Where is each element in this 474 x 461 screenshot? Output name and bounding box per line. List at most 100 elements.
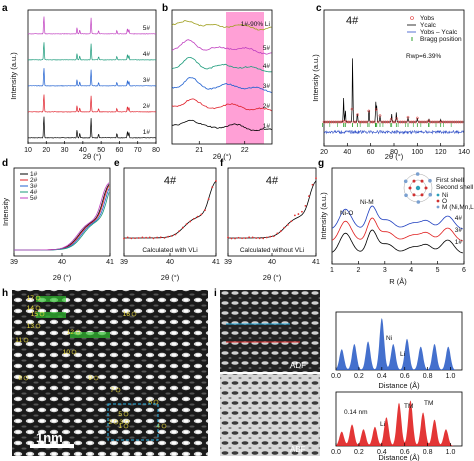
observed-point-e — [137, 237, 140, 239]
yobs-point — [417, 120, 421, 124]
xrd-line-1# — [28, 116, 157, 139]
y-axis-label-c: Intensity (a.u.) — [311, 54, 320, 102]
plot-frame-b — [171, 9, 273, 145]
o-atom — [420, 179, 424, 183]
tick-i-top-label: 0.8 — [423, 373, 433, 380]
xrd-line-2# — [27, 94, 157, 113]
yobs-point — [453, 120, 457, 124]
yobs-point — [438, 120, 442, 124]
site-label: 13 — [27, 323, 35, 330]
x-ticks-i-top: 0.0 0.2 0.4 0.6 0.8 1.0 — [331, 367, 456, 380]
tick-i-top-label: 0.2 — [354, 373, 364, 380]
legend-label-c: Yobs – Ycalc — [420, 29, 458, 36]
yobs-point — [352, 120, 356, 124]
yobs-point — [389, 117, 393, 121]
observed-point-f — [308, 195, 310, 198]
tick-a-label: 60 — [116, 147, 124, 154]
yobs-point — [408, 120, 412, 124]
observed-point-f — [255, 237, 258, 240]
tick-a-label: 20 — [42, 147, 50, 154]
x-ticks-f: 39 40 41 — [224, 253, 320, 266]
title-e: 4# — [164, 175, 177, 187]
superlattice-line-2# — [171, 98, 272, 112]
tick-e-label: 39 — [120, 259, 128, 266]
series-label-b: 1#-90% Li — [241, 21, 270, 28]
observed-point-f — [265, 236, 268, 239]
series-label-g: 1# — [455, 239, 463, 246]
ni-atom — [415, 185, 421, 191]
observed-point-e — [211, 186, 214, 189]
yobs-point — [331, 120, 335, 124]
peak-label-li-2: Li — [380, 421, 385, 428]
series-group-c — [322, 58, 464, 135]
x-ticks-a: 10 20 30 40 50 60 70 80 — [24, 141, 160, 154]
peak-label-ni: Ni — [386, 335, 392, 342]
x-axis-label-d: 2θ (°) — [53, 273, 72, 282]
observed-point-f — [227, 236, 229, 239]
inset-shell-label: First shell — [436, 177, 464, 184]
dashed-box-h — [107, 403, 159, 441]
yobs-point — [451, 120, 455, 124]
yobs-point — [374, 108, 378, 111]
series-label-a: 1# — [143, 129, 151, 136]
observed-point-f — [241, 237, 243, 240]
observed-point-f — [230, 237, 233, 240]
tick-i-bot-label: 0.4 — [377, 449, 387, 456]
site-marker — [35, 295, 41, 301]
observed-point-e — [196, 215, 199, 218]
observed-point-f — [283, 226, 286, 229]
observed-point-f — [286, 223, 289, 226]
tick-i-bot-label: 0.8 — [423, 449, 433, 456]
x-axis-label-i-top: Distance (Å) — [378, 381, 420, 390]
yobs-point — [380, 120, 384, 124]
tick-i-bot-label: 1.0 — [446, 449, 456, 456]
exafs-line-3# — [331, 217, 463, 242]
observed-point-e — [200, 213, 203, 216]
adf-label: ADF — [290, 361, 306, 370]
observed-point-f — [244, 237, 247, 240]
tick-c-label: 20 — [320, 149, 328, 156]
tick-i-bot-label: 0.2 — [354, 449, 364, 456]
x-axis-label-e: 2θ (°) — [161, 273, 180, 282]
legend-label-c: Bragg position — [420, 36, 462, 43]
green-highlight — [36, 296, 66, 302]
superlattice-line-4# — [171, 57, 272, 73]
observed-point-f — [251, 236, 254, 239]
m-atom — [416, 200, 421, 204]
yobs-point — [429, 120, 432, 124]
x-axis-label-i-bottom: Distance (Å) — [378, 453, 420, 461]
adf-image-i — [220, 290, 320, 372]
yobs-point — [369, 120, 373, 124]
legend-label-d: 5# — [30, 195, 38, 202]
yobs-point — [358, 120, 361, 124]
observed-point-e — [178, 230, 181, 233]
exafs-line-4# — [331, 205, 463, 230]
green-highlight — [70, 332, 110, 338]
profile-area-top — [336, 318, 462, 370]
observed-point-f — [301, 210, 303, 213]
note-e: Calculated with VLi — [142, 247, 197, 254]
yobs-point — [373, 120, 376, 124]
plot-frame-d — [13, 167, 111, 257]
yobs-point — [397, 120, 401, 124]
observed-point-f — [315, 177, 317, 179]
site-label: 11 — [15, 337, 22, 344]
yobs-point — [386, 120, 389, 124]
site-label: 12 — [67, 329, 75, 336]
superlattice-line-5# — [171, 39, 272, 55]
inset-legend-symbol — [436, 193, 440, 197]
tick-g-label: 1 — [330, 267, 334, 274]
yobs-point — [333, 120, 337, 124]
legend-label-d: 2# — [30, 177, 38, 184]
tick-c-label: 40 — [343, 149, 351, 156]
observed-point-e — [185, 223, 188, 226]
observed-point-e — [141, 236, 144, 239]
site-label: 10 — [63, 349, 71, 356]
yobs-point — [376, 120, 380, 124]
site-label: 16 — [123, 311, 131, 318]
tick-c-label: 140 — [458, 149, 470, 156]
yobs-point — [458, 120, 462, 124]
observed-point-f — [269, 235, 272, 238]
m-atom — [403, 179, 408, 184]
yobs-point — [460, 120, 464, 124]
